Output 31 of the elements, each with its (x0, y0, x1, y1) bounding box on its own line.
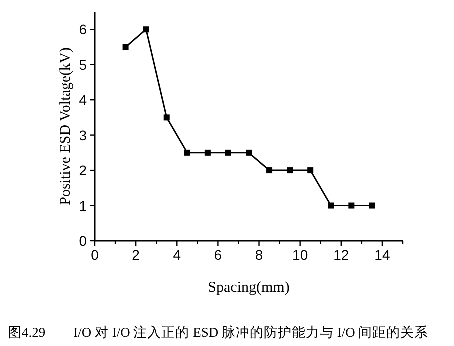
y-tick-label: 4 (79, 92, 88, 108)
y-axis-title: Positive ESD Voltage(kV) (58, 48, 74, 206)
x-axis-title: Spacing(mm) (208, 280, 290, 296)
point (266, 168, 273, 174)
point (308, 168, 314, 174)
point (184, 150, 190, 156)
x-tick-label: 10 (292, 247, 308, 263)
x-tick-label: 8 (255, 247, 264, 263)
x-tick-label: 12 (334, 247, 350, 263)
point (122, 44, 129, 50)
y-tick-label: 0 (79, 233, 88, 249)
x-tick-label: 14 (374, 247, 390, 263)
caption: 图4.29 I/O 对 I/O 注入正的 ESD 脉冲的防护能力与 I/O 间距的关系 (8, 325, 429, 340)
y-tick-label: 2 (79, 162, 88, 179)
x-tick-label: 2 (132, 247, 140, 263)
point (369, 202, 376, 209)
y-tick-label: 1 (79, 198, 88, 214)
point (246, 150, 252, 156)
x-tick-label: 6 (214, 247, 222, 263)
x-tick-label: 4 (173, 247, 182, 263)
point (225, 150, 232, 156)
x-tick-label: 0 (91, 247, 100, 263)
point (328, 202, 334, 209)
point (143, 26, 150, 33)
point (204, 150, 211, 156)
y-tick-label: 3 (79, 127, 88, 144)
y-tick-label: 5 (79, 56, 88, 73)
point (164, 114, 170, 121)
point (348, 202, 355, 209)
y-tick-label: 6 (79, 22, 88, 38)
point (287, 168, 294, 174)
